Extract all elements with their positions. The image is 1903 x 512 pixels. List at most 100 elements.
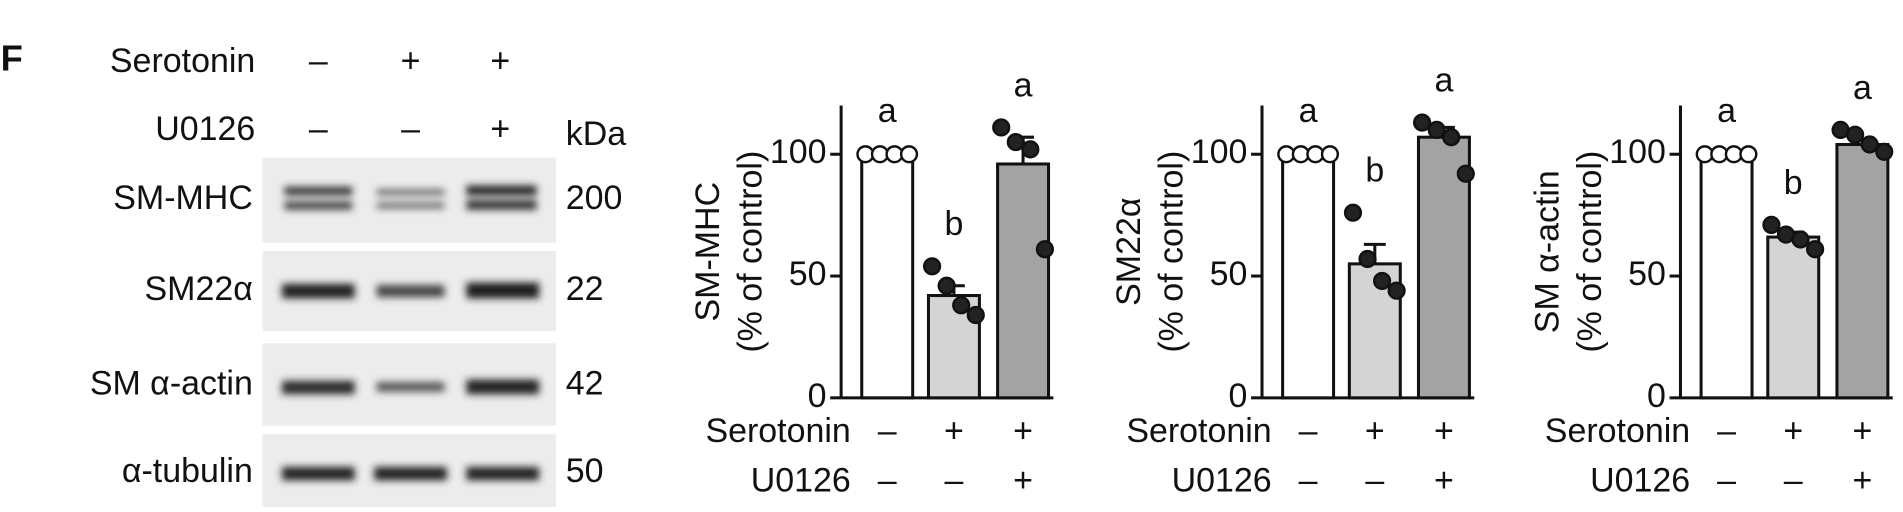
bar bbox=[1766, 235, 1821, 400]
treatment-sign: + bbox=[944, 412, 964, 450]
protein-label: α-tubulin bbox=[122, 452, 253, 490]
treatment-sign: – bbox=[878, 412, 897, 450]
band bbox=[466, 466, 540, 481]
mw-unit: kDa bbox=[566, 115, 626, 153]
data-point bbox=[1021, 140, 1040, 159]
data-point bbox=[1413, 113, 1432, 132]
band bbox=[466, 379, 540, 395]
significance-letter: a bbox=[1014, 66, 1033, 104]
treatment-label: Serotonin bbox=[1126, 412, 1271, 450]
bar-chart: 0 50 100 SM α-actin (% of control) a b a Seroton… bbox=[1528, 69, 1894, 500]
y-tick-label: 50 bbox=[789, 255, 827, 293]
treatment-label: Serotonin bbox=[1545, 412, 1690, 450]
treatment-sign: + bbox=[490, 110, 510, 148]
data-point bbox=[1806, 240, 1825, 259]
band bbox=[376, 189, 445, 196]
data-point bbox=[1343, 203, 1363, 222]
treatment-sign: + bbox=[490, 42, 510, 80]
data-point bbox=[966, 305, 985, 325]
y-axis-label: SM α-actin bbox=[1528, 170, 1566, 333]
protein-label: SM α-actin bbox=[90, 365, 253, 403]
data-point bbox=[1442, 128, 1461, 147]
treatment-sign: + bbox=[1365, 412, 1385, 450]
blot bbox=[262, 157, 557, 507]
y-axis-label: (% of control) bbox=[1571, 151, 1609, 353]
panel-label: F bbox=[1, 37, 23, 78]
treatment-sign: – bbox=[309, 42, 328, 80]
data-point bbox=[1875, 142, 1894, 161]
y-tick-label: 0 bbox=[808, 377, 827, 415]
bar bbox=[1281, 152, 1336, 400]
data-point bbox=[1035, 240, 1054, 259]
data-point bbox=[1762, 215, 1781, 234]
treatment-label: U0126 bbox=[1172, 462, 1272, 500]
treatment-sign: + bbox=[1434, 462, 1454, 500]
significance-letter: b bbox=[944, 205, 963, 243]
significance-letter: b bbox=[1365, 152, 1384, 190]
data-point bbox=[1427, 120, 1446, 139]
mw-label: 50 bbox=[566, 452, 604, 490]
data-point bbox=[1006, 132, 1025, 152]
treatment-label: U0126 bbox=[1590, 462, 1690, 500]
treatment-sign: – bbox=[1365, 462, 1384, 500]
bar bbox=[1699, 152, 1754, 400]
treatment-sign: + bbox=[1013, 412, 1033, 450]
data-point bbox=[1320, 145, 1340, 164]
mw-label: 42 bbox=[566, 365, 604, 403]
data-point bbox=[937, 276, 956, 295]
y-tick-label: 50 bbox=[1210, 255, 1248, 293]
y-axis-label: (% of control) bbox=[1152, 151, 1190, 353]
band bbox=[376, 202, 445, 209]
data-point bbox=[1791, 230, 1810, 249]
band bbox=[281, 283, 355, 299]
treatment-sign: – bbox=[1717, 462, 1736, 500]
band bbox=[376, 382, 445, 392]
band bbox=[466, 200, 537, 210]
treatment-sign: + bbox=[1852, 412, 1872, 450]
y-axis-label: SM22α bbox=[1110, 198, 1148, 306]
significance-letter: a bbox=[1299, 92, 1318, 130]
band bbox=[376, 285, 445, 298]
data-point bbox=[1846, 125, 1865, 144]
y-tick-label: 100 bbox=[1191, 133, 1248, 171]
treatment-sign: – bbox=[1299, 412, 1318, 450]
data-point bbox=[1358, 249, 1377, 269]
y-axis-label: (% of control) bbox=[732, 151, 770, 353]
significance-letter: a bbox=[878, 92, 897, 130]
treatment-sign: + bbox=[401, 42, 421, 80]
protein-label: SM22α bbox=[145, 270, 253, 308]
treatment-sign: – bbox=[401, 110, 420, 148]
treatment-sign: – bbox=[878, 462, 897, 500]
band bbox=[281, 466, 355, 481]
band bbox=[284, 201, 353, 210]
y-tick-label: 100 bbox=[1609, 133, 1666, 171]
treatment-sign: + bbox=[1013, 462, 1033, 500]
data-point bbox=[1860, 135, 1879, 154]
mw-label: 200 bbox=[566, 179, 623, 217]
significance-letter: a bbox=[1434, 62, 1453, 100]
treatment-sign: + bbox=[1852, 462, 1872, 500]
significance-letter: a bbox=[1717, 92, 1736, 130]
band bbox=[284, 186, 353, 196]
y-tick-label: 0 bbox=[1647, 377, 1666, 415]
bands bbox=[281, 185, 540, 481]
y-tick-label: 0 bbox=[1229, 377, 1248, 415]
bar bbox=[996, 162, 1051, 400]
significance-letter: b bbox=[1784, 164, 1803, 202]
protein-label: SM-MHC bbox=[113, 179, 253, 217]
mw-label: 22 bbox=[566, 270, 604, 308]
treatment-label: Serotonin bbox=[110, 42, 255, 80]
data-point bbox=[1739, 145, 1758, 164]
y-tick-label: 100 bbox=[770, 133, 827, 171]
y-axis-label: SM-MHC bbox=[689, 182, 727, 322]
data-point bbox=[899, 145, 919, 164]
data-point bbox=[952, 296, 971, 315]
band bbox=[466, 282, 540, 299]
treatment-label: U0126 bbox=[751, 462, 851, 500]
treatment-sign: – bbox=[309, 110, 328, 148]
band bbox=[374, 466, 447, 481]
